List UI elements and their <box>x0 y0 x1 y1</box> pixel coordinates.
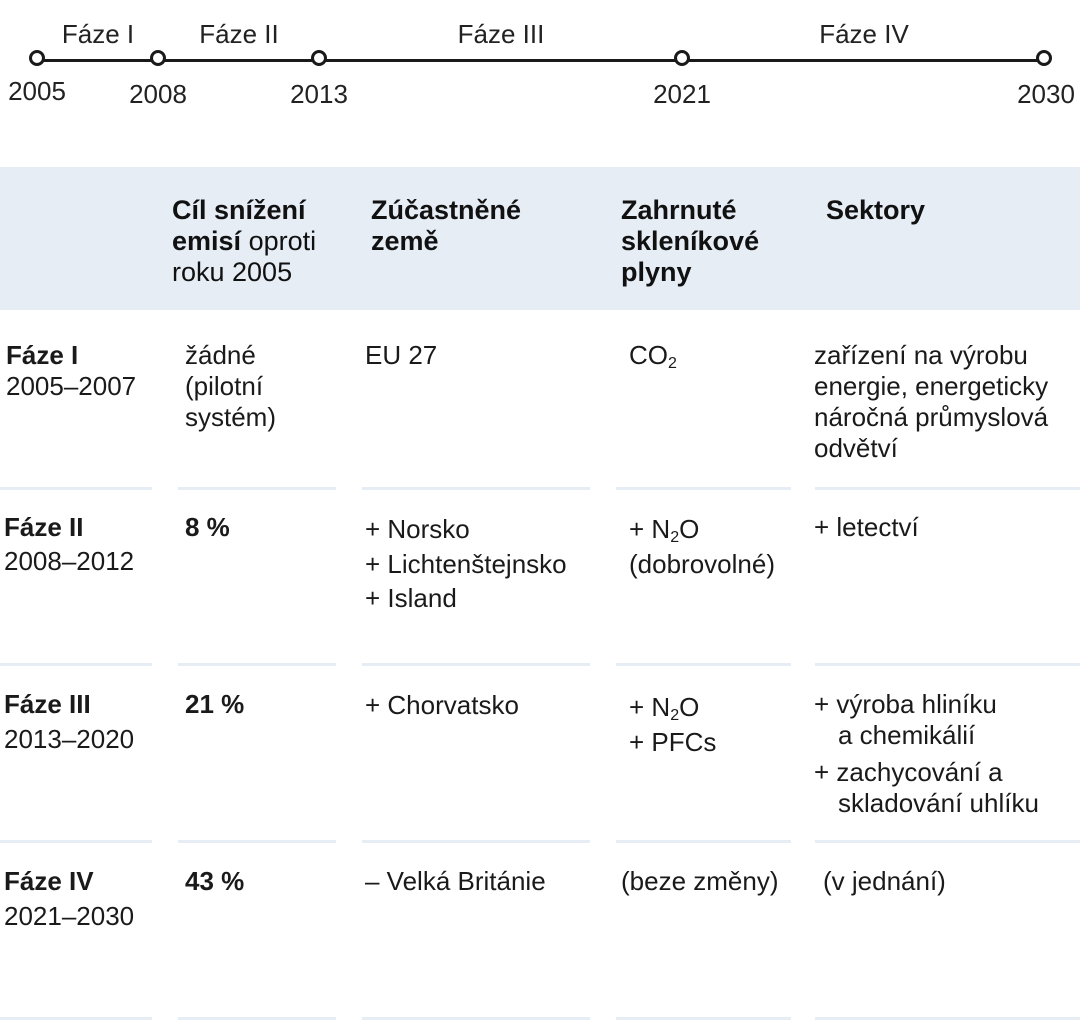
row3-sector-2: + zachycování a <box>814 757 1003 787</box>
row3-countries: + Chorvatsko <box>365 690 519 720</box>
timeline-node-2013 <box>311 50 327 66</box>
row1-phase: Fáze I 2005–2007 <box>6 340 136 402</box>
row1-period: 2005–2007 <box>6 371 137 401</box>
timeline-node-2030 <box>1036 50 1052 66</box>
row1-phase-name: Fáze I <box>6 340 79 370</box>
row3-gas-sub: 2 <box>670 707 680 724</box>
table-header <box>0 167 1080 310</box>
row2-country-2: + Lichtenštejnsko <box>365 548 567 579</box>
row-separator <box>178 487 336 490</box>
timeline-node-2008 <box>150 50 166 66</box>
header-sectors: Sektory <box>826 195 926 225</box>
row3-period: 2013–2020 <box>4 724 135 754</box>
row3-target: 21 % <box>185 689 245 719</box>
row1-sectors: zařízení na výrobu energie, energeticky … <box>814 340 1049 463</box>
row-separator <box>362 840 590 843</box>
row-separator <box>616 663 791 666</box>
row-separator <box>616 487 791 490</box>
row3-gas-formula: + N2O <box>629 690 716 725</box>
timeline-phase-1: Fáze I <box>61 19 135 49</box>
row4-sectors: (v jednání) <box>823 866 946 896</box>
row1-target: žádné (pilotní systém) <box>185 340 276 432</box>
timeline-year-2008: 2008 <box>129 79 187 109</box>
row3-gas-extra: + PFCs <box>629 726 717 757</box>
row1-gases: CO2 <box>629 340 677 372</box>
row-separator <box>0 663 152 666</box>
row-separator <box>0 487 152 490</box>
row2-target: 8 % <box>185 512 230 542</box>
row2-gas-formula: + N2O <box>629 512 775 547</box>
timeline-node-2021 <box>674 50 690 66</box>
row2-country-1: + Norsko <box>365 514 470 544</box>
row3-sector-1: + výroba hliníku <box>814 689 997 719</box>
row-separator <box>362 487 590 490</box>
row-separator <box>0 840 152 843</box>
row2-countries: + Norsko + Lichtenštejnsko + Island <box>365 512 567 616</box>
timeline-year-2030: 2030 <box>1017 79 1075 109</box>
row2-period: 2008–2012 <box>4 546 135 576</box>
row-separator <box>815 1017 1080 1020</box>
row2-country-3: + Island <box>365 583 457 613</box>
row2-gas-note: (dobrovolné) <box>629 548 775 579</box>
row3-gas-prefix: + N <box>629 692 671 722</box>
timeline-line <box>37 59 1044 62</box>
row1-gas-sub: 2 <box>668 355 677 372</box>
row3-sectors: + výroba hliníku a chemikálií + zachycov… <box>814 689 1039 819</box>
row-separator <box>616 840 791 843</box>
row-separator <box>178 1017 336 1020</box>
timeline-year-2021: 2021 <box>653 79 711 109</box>
row2-gas-sub: 2 <box>670 529 680 546</box>
row-separator <box>362 663 590 666</box>
row-separator <box>0 1017 152 1020</box>
row2-gas-prefix: + N <box>629 514 671 544</box>
timeline-year-2013: 2013 <box>290 79 348 109</box>
row-separator <box>616 1017 791 1020</box>
row2-gases: + N2O (dobrovolné) <box>629 512 775 581</box>
timeline-phase-4: Fáze IV <box>819 19 909 49</box>
row3-phase: Fáze III 2013–2020 <box>4 689 134 755</box>
row-separator <box>815 487 1080 490</box>
row2-sectors: + letectví <box>814 512 919 542</box>
header-gases: Zahrnuté skleníkové plyny <box>621 195 760 287</box>
row-separator <box>178 840 336 843</box>
row3-sector-2-cont: skladování uhlíku <box>838 788 1039 818</box>
phase-timeline: Fáze I Fáze II Fáze III Fáze IV 2005 200… <box>0 0 1080 120</box>
row3-gases: + N2O + PFCs <box>629 690 716 759</box>
row4-gases: (beze změny) <box>621 866 779 896</box>
row2-phase-name: Fáze II <box>4 512 84 542</box>
timeline-node-2005 <box>29 50 45 66</box>
row3-gas-suffix: O <box>679 692 700 722</box>
row4-phase: Fáze IV 2021–2030 <box>4 866 134 932</box>
header-countries: Zúčastněné země <box>371 195 522 256</box>
row3-phase-name: Fáze III <box>4 689 91 719</box>
row2-phase: Fáze II 2008–2012 <box>4 512 134 577</box>
row-separator <box>815 663 1080 666</box>
row2-gas-suffix: O <box>679 514 700 544</box>
row1-gas-prefix: CO <box>629 340 668 370</box>
row-separator <box>362 1017 590 1020</box>
timeline-phase-3: Fáze III <box>457 19 545 49</box>
row4-countries: – Velká Británie <box>365 866 546 896</box>
timeline-phase-2: Fáze II <box>199 19 279 49</box>
row4-target: 43 % <box>185 866 245 896</box>
row-separator <box>178 663 336 666</box>
header-target-light: oproti roku 2005 <box>172 226 317 287</box>
row3-sector-1-cont: a chemikálií <box>838 720 976 750</box>
header-target-bold: Cíl snížení emisí <box>172 195 306 256</box>
header-target: Cíl snížení emisí oproti roku 2005 <box>172 195 352 288</box>
row1-countries: EU 27 <box>365 340 438 370</box>
row4-period: 2021–2030 <box>4 901 135 931</box>
row4-phase-name: Fáze IV <box>4 866 94 896</box>
timeline-year-2005: 2005 <box>8 76 66 106</box>
row-separator <box>815 840 1080 843</box>
